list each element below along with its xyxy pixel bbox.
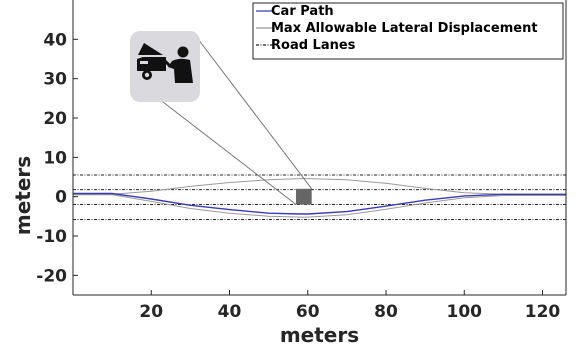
y-tick-label-20: 20 — [43, 109, 67, 129]
legend: Car Path Max Allowable Lateral Displaceme… — [252, 2, 564, 60]
x-tick-label-120: 120 — [525, 302, 561, 322]
car-hubcap-shape — [144, 72, 150, 78]
mechanic-repairing-car-icon — [137, 43, 193, 83]
car-headlight-shape — [140, 61, 148, 64]
road-lanes — [73, 174, 566, 220]
y-tick-label-40: 40 — [43, 30, 67, 50]
x-tick-label-100: 100 — [447, 302, 483, 322]
zoom-line-lower — [162, 101, 297, 205]
mechanic-arm-shape — [163, 59, 171, 67]
car-body-shape — [137, 57, 166, 71]
mechanic-body-shape — [168, 58, 193, 83]
legend-label-3: Road Lanes — [271, 38, 356, 53]
legend-label-2: Max Allowable Lateral Displacement — [271, 21, 538, 36]
x-tick-label-80: 80 — [374, 302, 398, 322]
y-tick-label--10: -10 — [36, 227, 67, 247]
zoom-inset — [130, 31, 313, 205]
x-tick-label-60: 60 — [296, 302, 320, 322]
car-hood-shape — [138, 43, 163, 55]
zoom-line-upper — [197, 38, 313, 190]
y-tick-label-30: 30 — [43, 70, 67, 90]
y-tick-label-10: 10 — [43, 148, 67, 168]
x-axis-label: meters — [280, 323, 359, 347]
x-tick-label-40: 40 — [218, 302, 242, 322]
legend-label-1: Car Path — [271, 4, 334, 19]
axes: 20 40 60 80 100 120 -20 -10 0 10 20 30 40 meters meter… — [11, 0, 567, 347]
legend-box — [252, 2, 564, 60]
x-tick-label-20: 20 — [139, 302, 163, 322]
y-tick-label--20: -20 — [36, 266, 67, 286]
y-tick-label-0: 0 — [55, 188, 67, 208]
mechanic-head-shape — [177, 46, 189, 58]
obstacle-marker — [296, 188, 312, 205]
obstacle — [296, 188, 312, 205]
max-displacement-lower-line — [73, 194, 566, 218]
y-axis-label: meters — [11, 156, 35, 235]
car-path-line — [73, 192, 566, 215]
